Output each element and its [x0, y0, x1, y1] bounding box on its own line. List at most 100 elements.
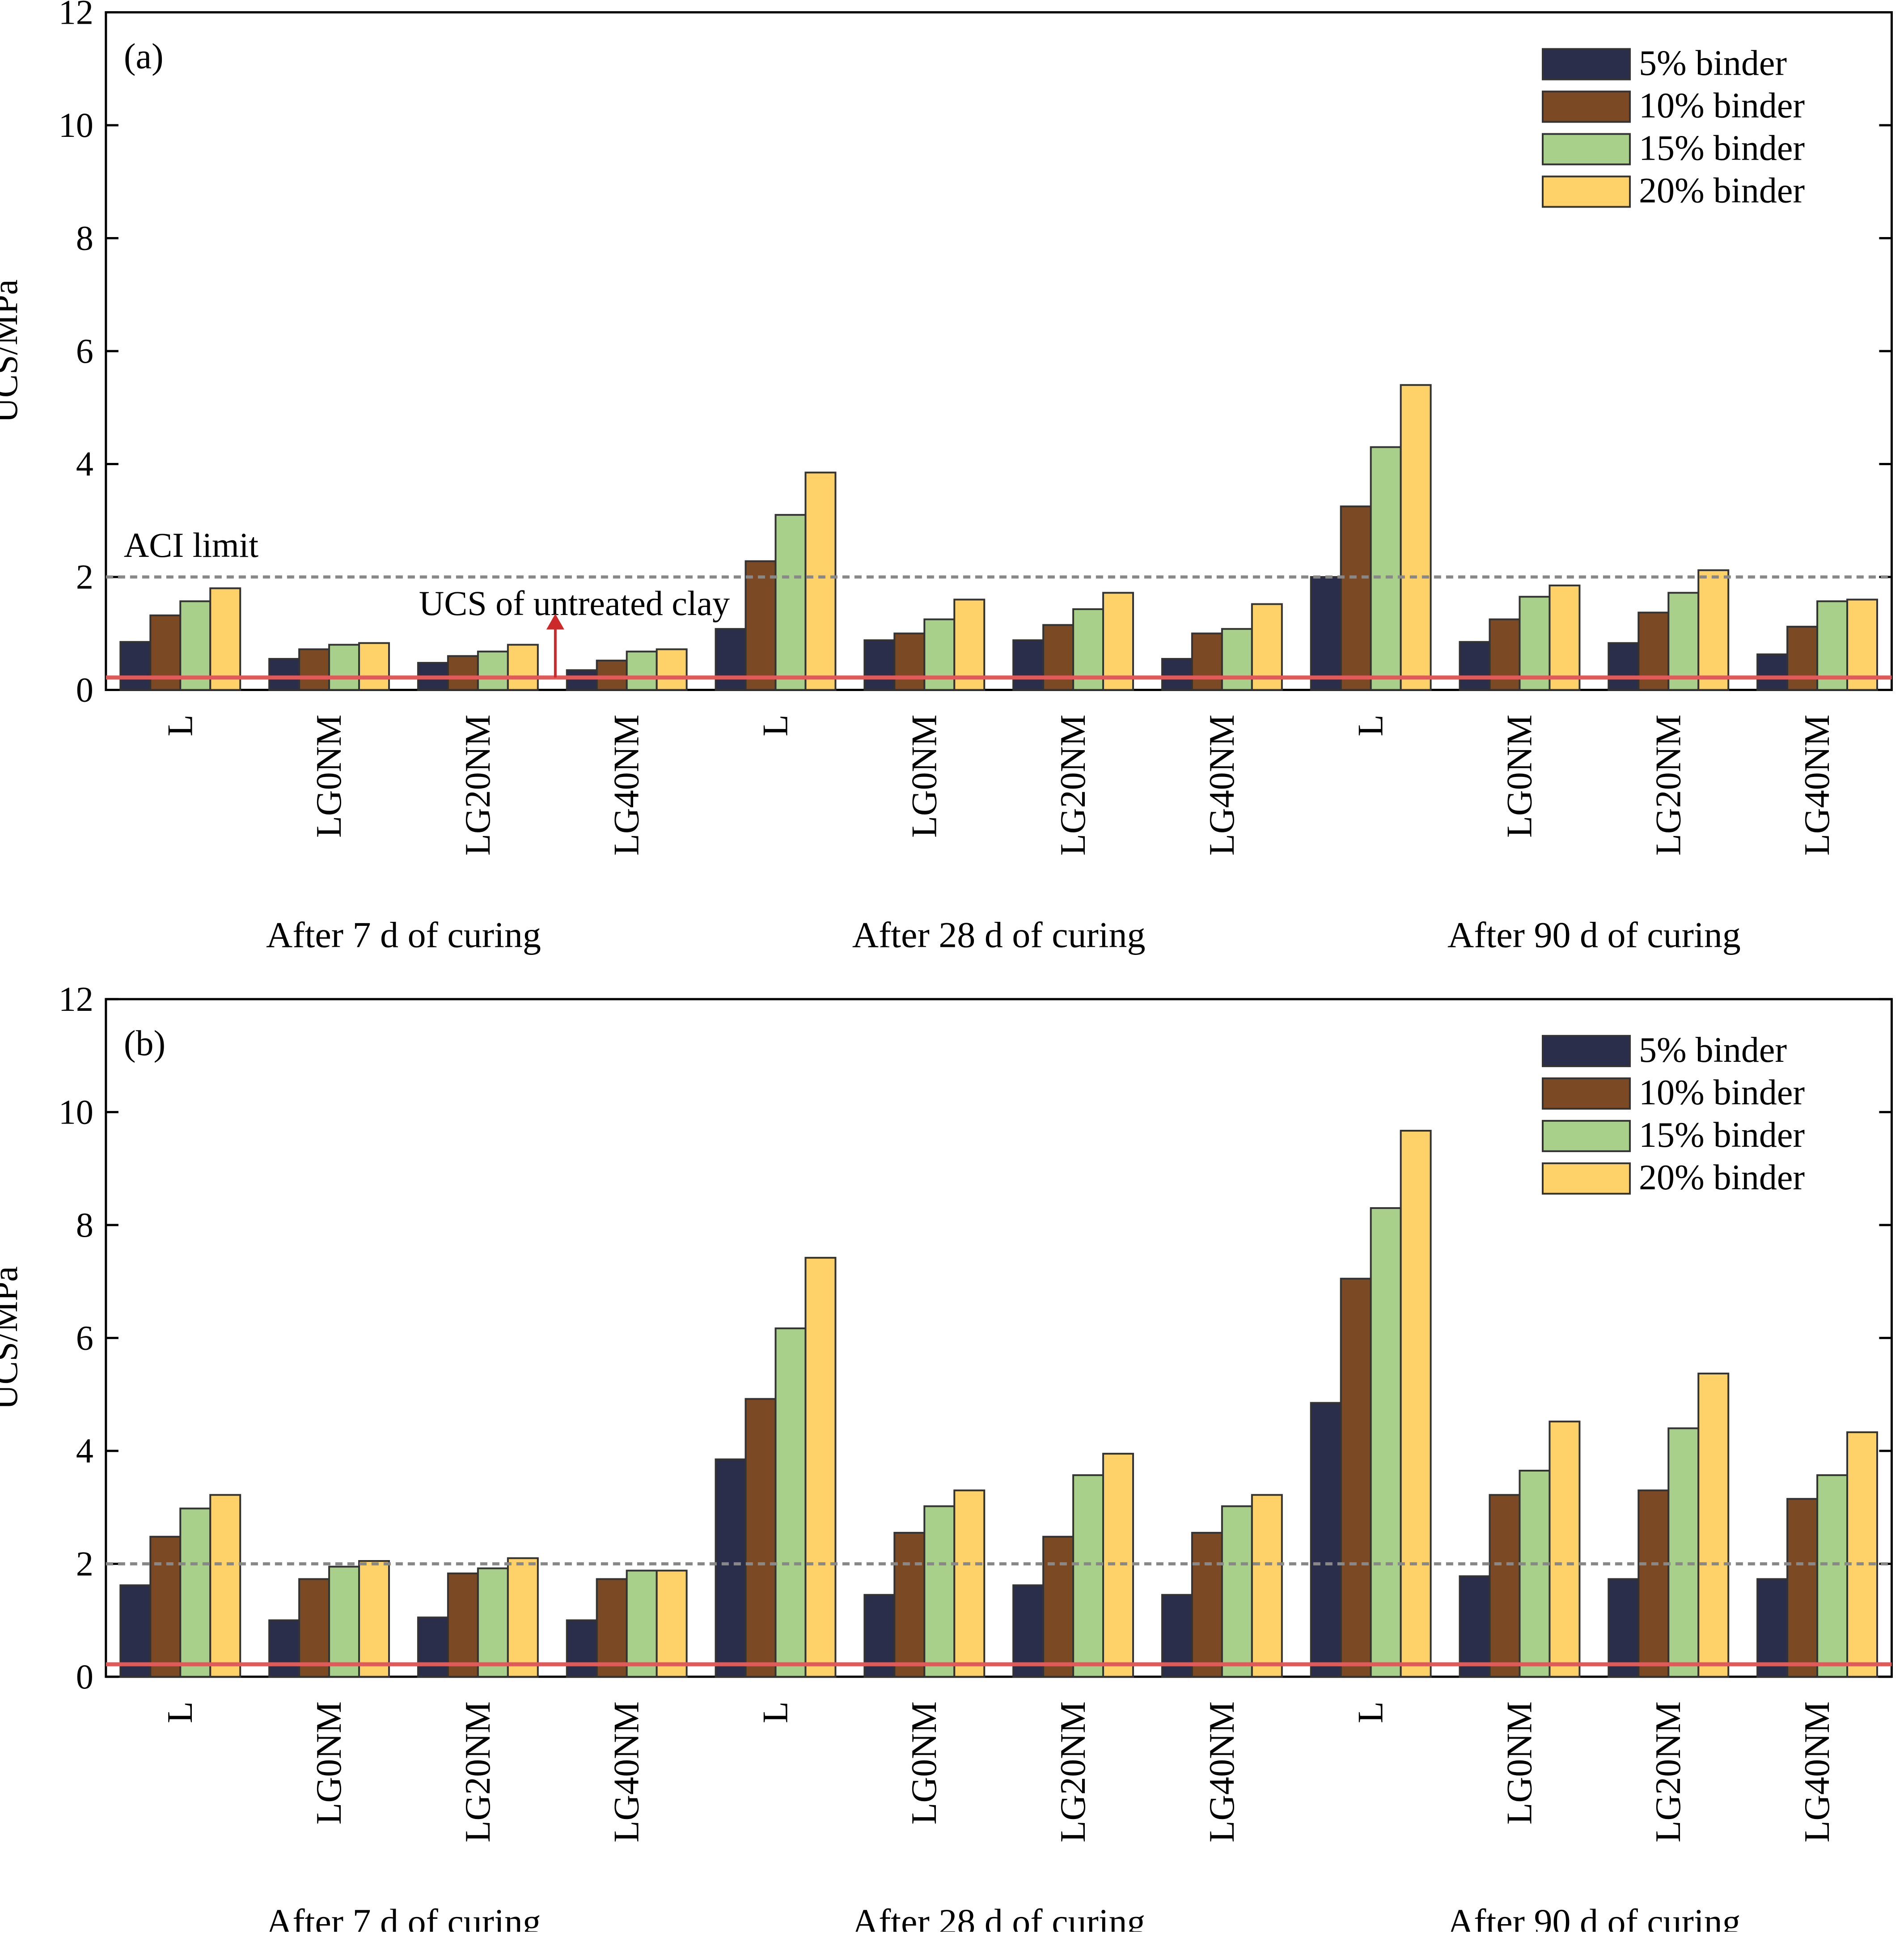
- bar-6-1: [1042, 624, 1075, 691]
- bar-10-3: [1697, 569, 1730, 691]
- bar-1-0: [268, 658, 300, 691]
- arrow-head: [546, 614, 564, 630]
- bar-1-2: [328, 1565, 360, 1678]
- bar-8-0: [1310, 1402, 1342, 1678]
- category-label-8: L: [1351, 1701, 1391, 1723]
- bar-3-1: [596, 659, 628, 691]
- category-label-6: LG20NM: [1054, 715, 1093, 856]
- legend-swatch-3: [1542, 175, 1631, 208]
- bar-1-3: [358, 1560, 390, 1678]
- legend-swatch-1: [1542, 1077, 1631, 1110]
- legend-label-0: 5% binder: [1639, 1031, 1787, 1070]
- y-tick-label: 4: [76, 445, 93, 484]
- bar-9-2: [1519, 1470, 1551, 1678]
- bar-5-0: [863, 639, 896, 691]
- category-label-0: L: [161, 1701, 200, 1723]
- category-label-1: LG0NM: [309, 1701, 349, 1825]
- y-tick-label: 2: [76, 1544, 93, 1583]
- bar-11-2: [1816, 1474, 1849, 1678]
- bar-11-1: [1786, 1498, 1819, 1678]
- bar-6-2: [1072, 1474, 1104, 1678]
- bar-8-3: [1400, 384, 1432, 691]
- aci-limit-label: ACI limit: [124, 526, 259, 564]
- bar-8-1: [1340, 1277, 1372, 1678]
- legend-label-3: 20% binder: [1639, 1158, 1805, 1197]
- bar-5-1: [893, 632, 926, 691]
- legend-label-1: 10% binder: [1639, 1073, 1805, 1112]
- bar-4-2: [774, 1327, 807, 1678]
- bar-2-2: [477, 1567, 509, 1678]
- category-label-4: L: [756, 1701, 795, 1723]
- panel-a: 0 2 4 6 8 10 12 UCS/MPa (a) ACI limit UCS of untre…: [0, 0, 1893, 955]
- category-label-2: LG20NM: [458, 1701, 498, 1843]
- bar-3-0: [566, 1619, 598, 1678]
- category-label-0: L: [161, 715, 200, 737]
- bar-1-3: [358, 642, 390, 691]
- bar-6-0: [1012, 639, 1045, 691]
- untreated-clay-label: UCS of untreated clay: [419, 584, 730, 623]
- bar-5-3: [953, 598, 986, 691]
- category-label-10: LG20NM: [1649, 715, 1688, 856]
- bar-5-1: [893, 1531, 926, 1678]
- bar-5-3: [953, 1489, 986, 1678]
- y-tick-label: 10: [59, 1092, 93, 1131]
- category-label-6: LG20NM: [1054, 1701, 1093, 1843]
- y-tick-label: 12: [59, 0, 93, 32]
- bar-10-1: [1637, 1489, 1670, 1678]
- y-tick-label: 6: [76, 331, 93, 370]
- bar-3-3: [656, 1569, 688, 1678]
- bar-11-3: [1846, 1431, 1879, 1678]
- bar-3-2: [626, 1569, 658, 1678]
- bar-9-1: [1489, 1494, 1521, 1678]
- y-tick-label: 0: [76, 1657, 93, 1696]
- category-label-9: LG0NM: [1500, 715, 1539, 838]
- bar-11-3: [1846, 598, 1879, 691]
- legend-label-1: 10% binder: [1639, 86, 1805, 126]
- y-tick-label: 4: [76, 1431, 93, 1470]
- category-label-1: LG0NM: [309, 715, 349, 838]
- bar-6-3: [1102, 592, 1134, 691]
- bar-10-2: [1667, 592, 1700, 691]
- y-axis-label: UCS/MPa: [0, 1266, 25, 1410]
- group-label-2: After 90 d of curing: [1447, 1901, 1741, 1932]
- bar-2-3: [507, 1557, 539, 1678]
- panel-label: (b): [124, 1024, 165, 1063]
- group-label-1: After 28 d of curing: [852, 1901, 1146, 1932]
- bar-3-2: [626, 650, 658, 691]
- category-label-2: LG20NM: [458, 715, 498, 856]
- legend-swatch-1: [1542, 90, 1631, 123]
- bar-7-1: [1191, 1531, 1223, 1678]
- bar-4-0: [715, 1458, 747, 1678]
- bar-1-1: [298, 1578, 330, 1678]
- legend-label-2: 15% binder: [1639, 1115, 1805, 1155]
- legend-label-0: 5% binder: [1639, 44, 1787, 83]
- legend-swatch-3: [1542, 1162, 1631, 1195]
- category-label-11: LG40NM: [1798, 1701, 1837, 1843]
- bar-2-0: [417, 1616, 449, 1678]
- bar-3-1: [596, 1578, 628, 1678]
- category-label-4: L: [756, 715, 795, 737]
- bar-9-0: [1459, 1575, 1491, 1678]
- bar-7-3: [1251, 1494, 1283, 1678]
- category-label-11: LG40NM: [1798, 715, 1837, 856]
- bar-11-0: [1756, 653, 1789, 691]
- bar-8-3: [1400, 1130, 1432, 1678]
- bar-7-2: [1221, 1505, 1253, 1678]
- bar-0-3: [209, 587, 241, 691]
- bar-10-3: [1697, 1372, 1730, 1678]
- category-label-3: LG40NM: [607, 1701, 647, 1843]
- y-tick-label: 12: [59, 980, 93, 1018]
- bar-4-1: [745, 560, 777, 691]
- panel-label: (a): [124, 37, 164, 76]
- bar-8-1: [1340, 505, 1372, 691]
- bar-0-2: [179, 1507, 212, 1678]
- y-tick-label: 8: [76, 219, 93, 258]
- bar-0-3: [209, 1494, 241, 1678]
- bar-8-2: [1370, 1207, 1402, 1678]
- bar-11-1: [1786, 626, 1819, 691]
- bar-2-1: [447, 655, 479, 691]
- bar-1-2: [328, 644, 360, 691]
- legend-label-2: 15% binder: [1639, 129, 1805, 168]
